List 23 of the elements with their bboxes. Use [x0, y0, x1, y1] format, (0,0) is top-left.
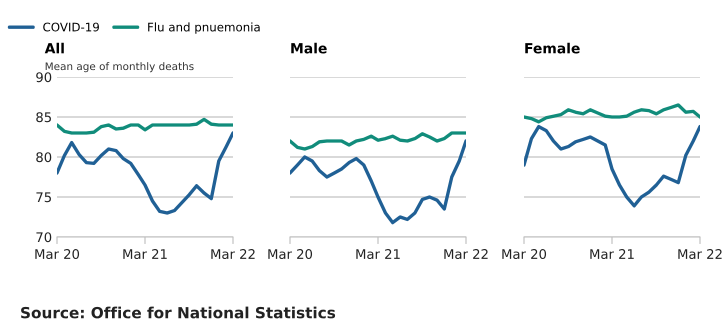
x-tick-label: Mar 21	[123, 249, 167, 260]
x-tick-label: Mar 20	[35, 249, 80, 260]
x-tick-label: Mar 21	[356, 249, 400, 260]
y-tick-label: 90	[36, 72, 52, 82]
y-axis-title: Mean age of monthly deaths	[46, 62, 194, 72]
chart-title: Female	[525, 42, 580, 54]
y-tick-label: 80	[36, 152, 52, 162]
y-tick-label: 85	[36, 112, 51, 122]
legend-label: COVID-19	[43, 22, 99, 32]
source-note: Source: Office for National Statistics	[21, 306, 336, 318]
x-tick-label: Mar 20	[268, 249, 312, 260]
line-series	[57, 131, 233, 215]
x-tick-label: Mar 22	[211, 249, 255, 260]
x-tick-label: Mar 20	[502, 249, 546, 260]
y-tick-label: 75	[36, 192, 51, 202]
chart-title: All	[44, 42, 64, 54]
chart-title: Male	[291, 42, 327, 54]
x-tick-label: Mar 21	[590, 249, 634, 260]
y-tick-label: 70	[36, 232, 52, 242]
line-series	[57, 118, 233, 135]
legend-label: Flu and pnuemonia	[148, 22, 260, 34]
x-tick-label: Mar 22	[444, 249, 488, 260]
x-tick-label: Mar 22	[678, 249, 722, 260]
